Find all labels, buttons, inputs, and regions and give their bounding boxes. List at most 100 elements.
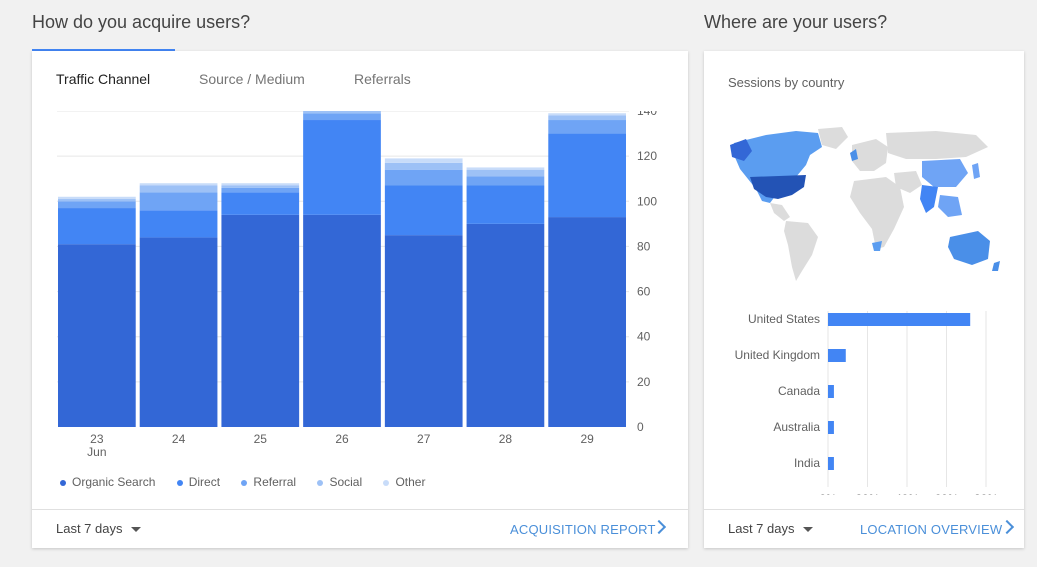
bar-segment[interactable] [384,235,463,427]
tab-referrals[interactable]: Referrals [354,71,411,87]
bar-segment[interactable] [466,176,545,186]
bar-segment[interactable] [139,192,218,211]
y-tick-label: 40 [637,330,651,344]
x-tick-label: 23 [90,432,104,446]
location-overview-link[interactable]: LOCATION OVERVIEW [860,522,1003,537]
country-sessions-chart: 0% 20% 40% 60% 80% United States United Kingdo… [735,311,998,495]
map-india [920,185,938,213]
legend-label: Referral [253,475,297,489]
bar-segment[interactable] [139,210,218,238]
country-bar[interactable] [828,349,846,362]
location-card: Sessions by country 0% 20% 40% 60% 80% United… [704,51,1024,548]
where-section-title: Where are your users? [704,12,888,32]
bar-segment[interactable] [221,185,300,188]
y-tick-label: 80 [637,239,651,253]
acquisition-report-link[interactable]: ACQUISITION REPORT [510,522,656,537]
bar-segment[interactable] [548,120,626,134]
country-bar[interactable] [828,313,971,326]
bar-segment[interactable] [58,244,136,427]
bar-segment[interactable] [548,115,626,121]
location-date-range-label: Last 7 days [728,521,795,536]
y-tick-label: 20 [637,375,651,389]
x-tick-label: 24 [172,432,186,446]
bar-segment[interactable] [548,133,626,218]
bar-segment[interactable] [58,208,136,245]
map-south-america [784,221,818,281]
x-tick-label: 20% [855,492,879,495]
bar-segment[interactable] [384,162,463,170]
bar-segment[interactable] [384,185,463,236]
map-japan [972,163,980,179]
bar-segment[interactable] [303,113,381,121]
bar-segment[interactable] [221,192,300,215]
legend-referral: Referral [241,475,296,489]
bar-segment[interactable] [58,199,136,202]
x-tick-label: 0% [819,492,837,495]
x-tick-label: 60% [934,492,958,495]
caret-down-icon [802,527,813,533]
bar-segment[interactable] [303,214,381,427]
caret-down-icon [130,527,141,533]
acquire-section-title: How do you acquire users? [32,12,251,32]
acquisition-footer: Last 7 days ACQUISITION REPORT [32,509,688,548]
map-australia [948,231,990,265]
bar-segment[interactable] [548,113,626,116]
legend-label: Organic Search [72,475,156,489]
bar-segment[interactable] [303,111,381,114]
legend-label: Direct [188,475,221,489]
legend-social: Social [317,475,362,489]
bar-segment[interactable] [466,169,545,177]
country-bar[interactable] [828,421,834,434]
map-middle-east [894,171,922,193]
tab-traffic-channel[interactable]: Traffic Channel [56,71,151,87]
bar-segment[interactable] [58,201,136,209]
bar-segment[interactable] [221,187,300,193]
bar-segment[interactable] [221,214,300,427]
legend-direct: Direct [176,475,221,489]
y-tick-label: 140 [637,111,657,118]
bar-segment[interactable] [221,183,300,186]
bar-segment[interactable] [548,217,626,427]
bar-segment[interactable] [384,158,463,163]
bar-segment[interactable] [466,223,545,427]
map-central-america [770,203,790,221]
country-label: India [794,456,820,470]
sessions-by-country-label: Sessions by country [728,75,845,90]
bar-segment[interactable] [58,196,136,200]
country-bar[interactable] [828,457,834,470]
legend-label: Other [395,475,426,489]
country-label: Australia [773,420,820,434]
map-china [922,159,968,187]
y-tick-label: 120 [637,149,657,163]
map-greenland [818,127,848,149]
x-tick-label: 27 [417,432,431,446]
y-tick-label: 100 [637,194,657,208]
y-tick-label: 60 [637,285,651,299]
bar-segment[interactable] [303,120,381,215]
y-tick-label: 0 [637,420,644,434]
bar-segment[interactable] [139,185,218,193]
bar-segment[interactable] [466,167,545,170]
bar-segment[interactable] [384,169,463,186]
bar-segment[interactable] [139,237,218,427]
tab-source-medium[interactable]: Source / Medium [199,71,305,87]
bar-segment[interactable] [466,185,545,224]
x-tick-label: 29 [580,432,594,446]
x-tick-label: 25 [254,432,268,446]
country-label: Canada [778,384,820,398]
map-europe [852,139,888,171]
bar-segment[interactable] [139,183,218,186]
country-bar[interactable] [828,385,834,398]
country-label: United States [748,312,820,326]
world-map [730,127,1000,281]
location-date-range-select[interactable]: Last 7 days [728,521,813,536]
acquisition-tabs: Traffic Channel Source / Medium Referral… [32,51,688,107]
map-africa [850,177,904,249]
legend-other: Other [383,475,425,489]
acquisition-card: Traffic Channel Source / Medium Referral… [32,51,688,548]
x-tick-label: 28 [499,432,513,446]
date-range-select[interactable]: Last 7 days [56,521,141,536]
map-alaska [730,139,752,161]
map-south-africa [872,241,882,251]
